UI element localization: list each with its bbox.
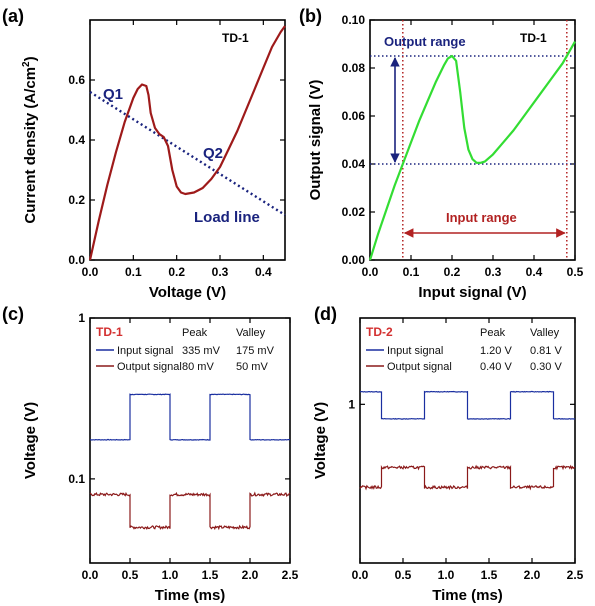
legend-peak-value: 1.20 V (480, 345, 512, 357)
x-tick-label: 0.0 (362, 265, 379, 279)
legend-peak-value: 80 mV (182, 361, 214, 373)
y-axis-label-tail: ) (22, 56, 39, 61)
legend-series-name: Output signal (387, 361, 452, 373)
output-signal-wave (89, 491, 291, 531)
panel-letter: (d) (314, 304, 337, 324)
x-tick-label: 0.4 (526, 265, 543, 279)
legend-valley-value: 0.81 V (530, 345, 562, 357)
load-line (89, 90, 286, 217)
panel-letter: (a) (2, 6, 24, 26)
x-tick-label: 0.5 (567, 265, 584, 279)
panel-a: (a) 0.0 0.1 0.2 0.3 0.4 0.0 0.2 0.4 0.6 Voltage (V… (2, 6, 286, 301)
x-tick-label: 0.1 (125, 265, 142, 279)
legend-valley-value: 175 mV (236, 345, 275, 357)
x-tick-label: 1.5 (202, 568, 219, 582)
y-tick-label: 0.06 (342, 109, 366, 123)
plot-frame (89, 317, 291, 564)
device-label: TD-1 (222, 31, 249, 45)
legend-series-name: Input signal (387, 345, 443, 357)
y-tick-label: 0.00 (342, 253, 366, 267)
y-tick-label: 1 (78, 311, 85, 325)
y-axis-label-main: Current density (A/cm (22, 67, 39, 224)
x-axis-label: Time (ms) (155, 587, 226, 604)
y-tick-label: 1 (348, 397, 355, 411)
y-axis-label-sup: 2 (21, 61, 32, 67)
header-peak: Peak (182, 327, 208, 339)
panel-letter: (b) (299, 6, 322, 26)
input-signal-wave (359, 390, 576, 420)
plot-frame (369, 19, 576, 261)
x-tick-label: 1.0 (162, 568, 179, 582)
x-tick-label: 0.2 (168, 265, 185, 279)
x-tick-label: 0.0 (352, 568, 369, 582)
x-tick-label: 2.0 (524, 568, 541, 582)
input-range-label: Input range (446, 210, 517, 225)
x-tick-label: 0.3 (485, 265, 502, 279)
legend-valley-value: 0.30 V (530, 361, 562, 373)
x-axis-label: Time (ms) (432, 587, 503, 604)
plot-frame (359, 317, 576, 564)
y-tick-label: 0.2 (68, 193, 85, 207)
legend-valley-value: 50 mV (236, 361, 268, 373)
iv-curve-td1 (88, 25, 286, 261)
panel-d: (d) 0.0 0.5 1.0 1.5 2.0 2.5 1 Time (ms) Voltage (… (312, 304, 584, 604)
legend-peak-value: 0.40 V (480, 361, 512, 373)
x-axis-label: Input signal (V) (418, 284, 526, 301)
y-tick-label: 0.02 (342, 205, 366, 219)
transfer-curve-td1 (368, 41, 576, 261)
x-axis-label: Voltage (V) (149, 284, 226, 301)
legend-peak-value: 335 mV (182, 345, 221, 357)
x-tick-label: 2.5 (282, 568, 299, 582)
x-tick-label: 1.5 (481, 568, 498, 582)
legend-series-name: Input signal (117, 345, 173, 357)
y-tick-label: 0.0 (68, 253, 85, 267)
y-tick-label: 0.08 (342, 61, 366, 75)
device-label: TD-1 (520, 31, 547, 45)
x-tick-label: 2.5 (567, 568, 584, 582)
x-tick-label: 0.4 (255, 265, 272, 279)
x-tick-label: 0.5 (122, 568, 139, 582)
y-axis-label: Voltage (V) (312, 402, 329, 479)
y-axis-label: Current density (A/cm2) (21, 56, 39, 223)
header-valley: Valley (530, 327, 560, 339)
x-tick-label: 0.0 (82, 568, 99, 582)
x-tick-label: 0.5 (395, 568, 412, 582)
x-tick-label: 0.3 (212, 265, 229, 279)
x-tick-label: 0.2 (444, 265, 461, 279)
panel-c: (c) 0.0 0.5 1.0 1.5 2.0 2.5 1 0.1 Time (ms) Voltag… (2, 304, 299, 604)
output-range-label: Output range (384, 34, 466, 49)
legend-series-name: Output signal (117, 361, 182, 373)
y-tick-label: 0.10 (342, 13, 366, 27)
y-tick-label: 0.04 (342, 157, 366, 171)
device-tag: TD-2 (366, 325, 393, 339)
header-valley: Valley (236, 327, 266, 339)
panel-b: (b) 0.0 0.1 0.2 0.3 0.4 0.5 0.00 0.02 0.04 0.06 0.0… (299, 6, 584, 301)
x-tick-label: 0.1 (403, 265, 420, 279)
header-peak: Peak (480, 327, 506, 339)
x-tick-label: 1.0 (438, 568, 455, 582)
load-line-label: Load line (194, 209, 260, 226)
y-tick-label: 0.1 (68, 472, 85, 486)
y-axis-label: Voltage (V) (22, 402, 39, 479)
y-axis-label: Output signal (V) (307, 80, 324, 201)
y-tick-label: 0.6 (68, 73, 85, 87)
x-tick-label: 2.0 (242, 568, 259, 582)
q2-label: Q2 (203, 145, 223, 162)
q1-label: Q1 (103, 86, 123, 103)
device-tag: TD-1 (96, 325, 123, 339)
panel-letter: (c) (2, 304, 24, 324)
x-tick-label: 0.0 (82, 265, 99, 279)
y-tick-label: 0.4 (68, 133, 85, 147)
output-signal-wave (359, 464, 576, 491)
input-signal-wave (89, 393, 291, 441)
